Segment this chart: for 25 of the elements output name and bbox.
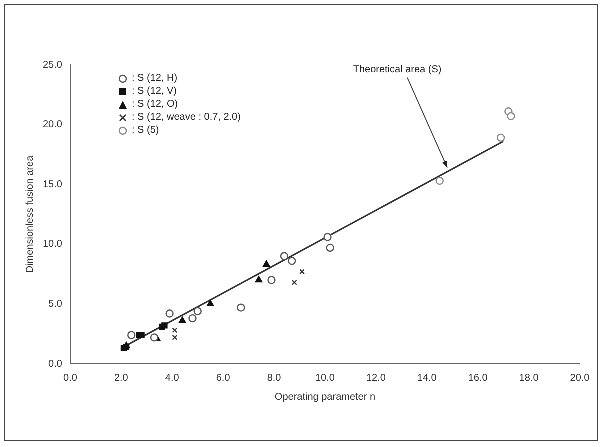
legend-label: : S (12, V) [132,85,178,98]
x-tick-label: 4.0 [165,372,180,384]
x-tick-label: 10.0 [315,372,336,384]
x-tick-label: 20.0 [570,372,590,384]
annotation: Theoretical area (S) [353,64,442,76]
x-tick-label: 18.0 [519,372,540,384]
y-tick-label: 15.0 [42,179,63,190]
x-tick-label: 6.0 [216,372,231,384]
x-tick-label: 16.0 [468,372,488,384]
legend-label: : S (12, O) [132,98,178,111]
y-tick-label: 20.0 [42,120,63,131]
y-tick-label: 10.0 [42,239,63,250]
x-tick-label: 2.0 [114,372,129,384]
legend-label: : S (12, H) [132,72,178,85]
x-axis-title: Operating parameter n [274,392,376,403]
x-tick-label: 0.0 [64,372,78,384]
y-tick-label: 5.0 [48,298,63,310]
y-tick-label: 25.0 [42,60,63,71]
legend-label: : S (5) [132,124,160,137]
y-tick-label: 0.0 [48,358,63,370]
x-tick-label: 14.0 [417,372,438,384]
x-tick-label: 12.0 [366,372,386,384]
y-axis-title: Dimensionless fusion area [24,155,36,274]
x-tick-label: 8.0 [267,372,282,384]
legend-label: : S (12, weave : 0.7, 2.0) [132,111,241,124]
